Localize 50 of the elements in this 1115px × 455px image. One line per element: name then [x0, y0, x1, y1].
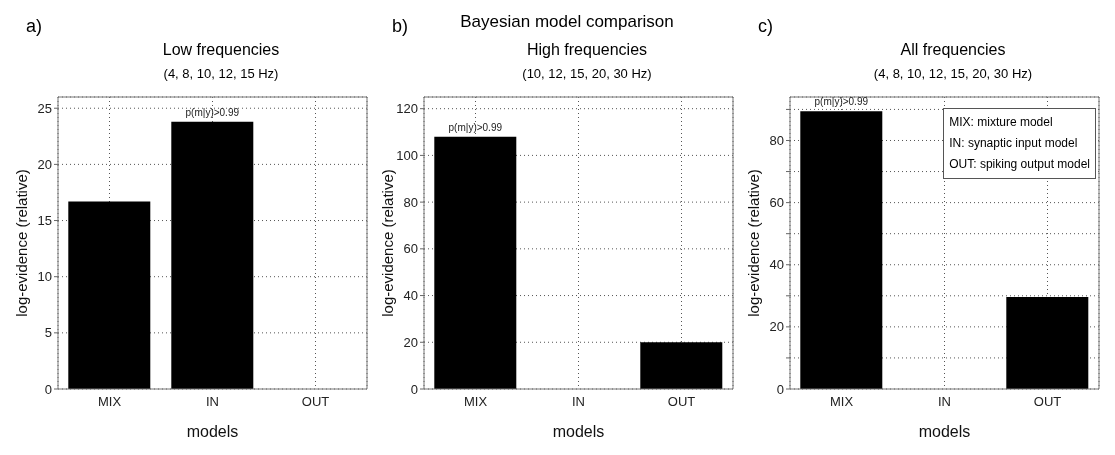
x-axis-title: models [552, 423, 605, 440]
x-axis-title: models [186, 423, 239, 440]
x-tick-label: OUT [301, 394, 330, 410]
y-tick-label: 80 [769, 133, 784, 149]
text: b) [392, 16, 409, 37]
y-tick-label: 60 [769, 195, 784, 211]
annotation: p(m|y)>0.99 [448, 121, 503, 133]
y-tick-label: 60 [403, 241, 418, 257]
x-tick-label: OUT [1033, 394, 1062, 410]
y-tick-label: 15 [37, 213, 52, 229]
y-tick-label: 0 [44, 381, 52, 397]
x-tick-label: IN [572, 394, 585, 410]
x-tick-label: IN [938, 394, 951, 410]
y-axis-title: log-evidence (relative) [13, 169, 31, 317]
legend-box: MIX: mixture model IN: synaptic input model OUT: spiking output model [943, 108, 1096, 179]
y-tick-label: 20 [769, 319, 784, 335]
y-tick-label: 20 [37, 157, 52, 172]
y-tick-label: 10 [37, 269, 52, 285]
annotation: IN: synaptic input model [949, 135, 1079, 152]
chart-title: All frequencies [899, 41, 1007, 59]
text: a) [26, 16, 43, 37]
annotation: p(m|y)>0.99 [814, 96, 869, 108]
y-tick-label: 120 [396, 101, 418, 117]
y-tick-label: 0 [776, 381, 784, 397]
chart-subtitle: (4, 8, 10, 12, 15 Hz) [162, 66, 280, 81]
x-tick-label: IN [206, 394, 219, 410]
chart-title: Low frequencies [161, 41, 281, 59]
y-tick-label: 40 [769, 257, 784, 273]
y-tick-label: 25 [37, 100, 52, 116]
y-tick-label: 5 [44, 325, 52, 341]
x-tick-label: MIX [829, 394, 854, 410]
chart-title: High frequencies [525, 41, 649, 59]
y-tick-label: 40 [403, 288, 418, 304]
chart-subtitle: (10, 12, 15, 20, 30 Hz) [521, 66, 653, 81]
y-tick-label: 20 [403, 334, 418, 350]
x-tick-label: MIX [97, 394, 122, 410]
x-axis-title: models [918, 423, 971, 440]
text: Bayesian model comparison [460, 12, 674, 31]
text: c) [758, 16, 773, 37]
x-tick-label: OUT [667, 394, 696, 410]
y-tick-label: 80 [403, 194, 418, 210]
x-tick-label: MIX [463, 394, 488, 410]
y-tick-label: 0 [410, 381, 418, 397]
y-axis-title: log-evidence (relative) [745, 169, 763, 317]
y-tick-label: 100 [396, 148, 418, 164]
y-axis-title: log-evidence (relative) [379, 169, 397, 317]
annotation: MIX: mixture model [949, 114, 1054, 131]
annotation: p(m|y)>0.99 [185, 106, 240, 118]
annotation: OUT: spiking output model [949, 156, 1090, 173]
chart-subtitle: (4, 8, 10, 12, 15, 20, 30 Hz) [872, 66, 1034, 81]
